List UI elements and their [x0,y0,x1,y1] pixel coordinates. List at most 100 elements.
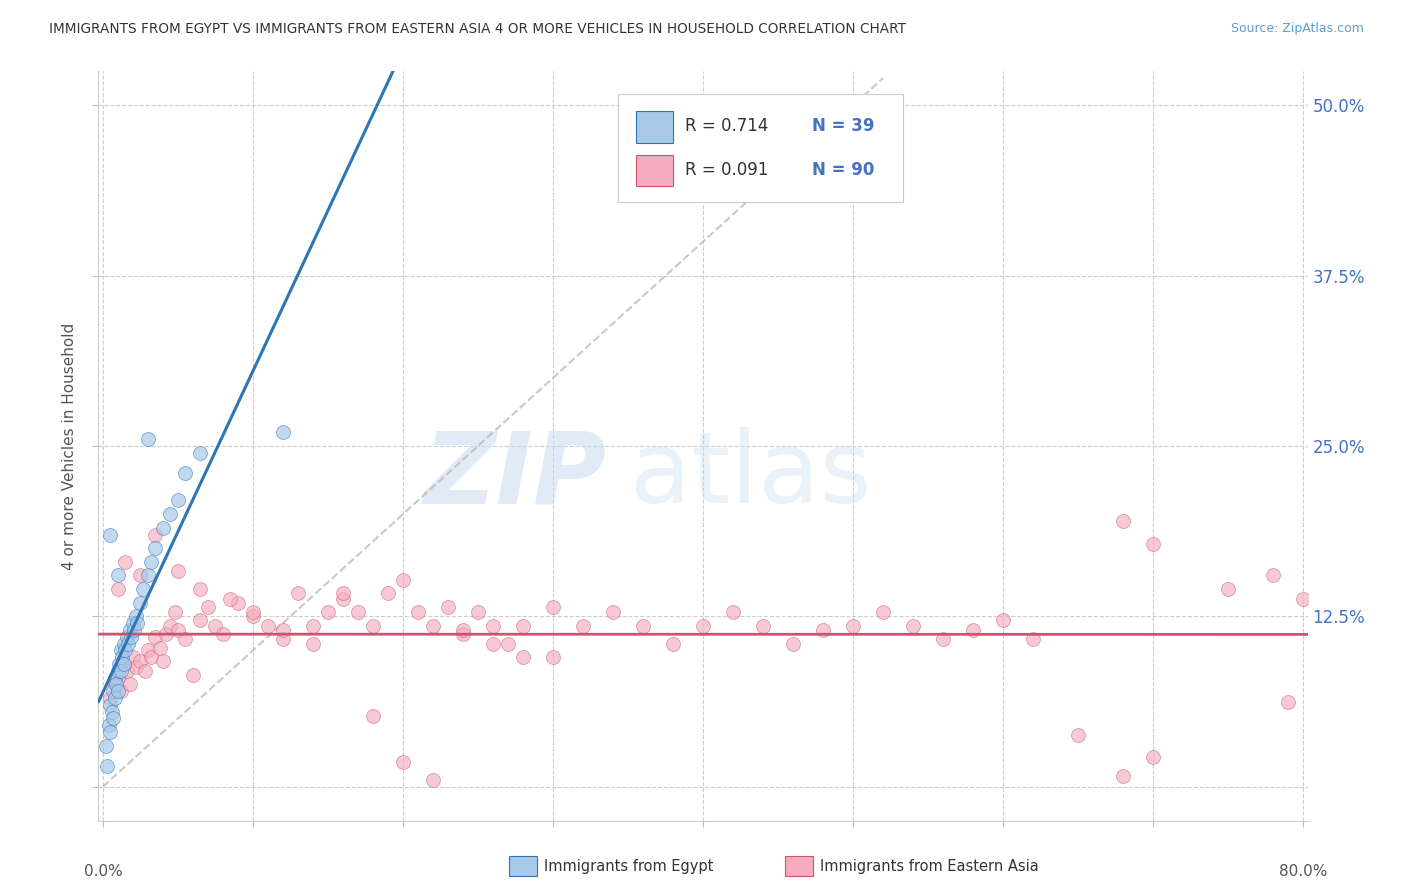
Text: N = 90: N = 90 [811,161,875,178]
Point [134,664,156,678]
Point [437,599,460,614]
Point [361,708,384,723]
Point [136,643,159,657]
Text: R = 0.091: R = 0.091 [685,161,768,178]
Point [155,627,177,641]
Point [1261,568,1284,582]
Point [145,541,167,556]
Point [132,582,155,596]
Point [1022,632,1045,647]
Point [662,636,685,650]
Point [752,619,775,633]
Point [541,650,564,665]
Point [110,664,132,678]
Point [392,755,415,769]
Point [392,573,415,587]
Point [117,636,139,650]
Point [100,698,122,712]
Point [101,705,124,719]
Point [139,650,162,665]
Point [122,616,145,631]
Point [110,643,132,657]
Point [159,619,181,633]
Point [219,591,242,606]
Point [1112,769,1135,783]
Point [512,650,534,665]
Point [496,636,519,650]
Point [149,640,172,655]
Text: Source: ZipAtlas.com: Source: ZipAtlas.com [1230,22,1364,36]
Point [107,664,129,678]
Point [1142,537,1164,551]
Point [631,619,654,633]
Point [122,650,145,665]
Point [100,527,122,541]
Point [271,425,294,440]
Point [159,507,181,521]
Point [120,630,142,644]
Point [136,432,159,446]
Point [125,659,148,673]
Text: N = 39: N = 39 [811,117,875,135]
Point [115,630,138,644]
Point [212,627,235,641]
Point [541,599,564,614]
Point [302,619,325,633]
Point [602,605,624,619]
Point [152,654,174,668]
Point [181,668,204,682]
FancyBboxPatch shape [619,94,903,202]
Point [257,619,280,633]
Point [512,619,534,633]
Point [1277,695,1299,709]
Point [139,555,162,569]
Point [1292,591,1315,606]
Point [100,691,122,706]
Point [125,609,148,624]
Point [842,619,865,633]
Point [129,596,152,610]
Point [962,623,984,637]
Point [406,605,429,619]
Y-axis label: 4 or more Vehicles in Household: 4 or more Vehicles in Household [62,322,77,570]
Point [114,643,136,657]
Point [692,619,714,633]
Point [242,609,264,624]
Point [167,623,190,637]
Point [287,586,309,600]
Point [107,582,129,596]
Point [332,586,354,600]
Point [482,619,505,633]
Point [104,671,127,685]
Point [110,684,132,698]
Point [467,605,489,619]
Text: Immigrants from Egypt: Immigrants from Egypt [544,859,713,873]
FancyBboxPatch shape [637,112,672,143]
Point [107,671,129,685]
Point [721,605,744,619]
Point [114,555,136,569]
Point [152,521,174,535]
Point [107,684,129,698]
Point [107,568,129,582]
Text: atlas: atlas [630,427,872,524]
Point [302,636,325,650]
Point [129,654,152,668]
Point [197,599,219,614]
Point [1142,749,1164,764]
Point [782,636,804,650]
Point [204,619,226,633]
Point [100,725,122,739]
Text: R = 0.714: R = 0.714 [685,117,768,135]
Point [108,657,131,671]
Point [111,650,134,665]
Text: Immigrants from Eastern Asia: Immigrants from Eastern Asia [820,859,1039,873]
Point [347,605,370,619]
Point [811,623,834,637]
Point [422,619,444,633]
Point [872,605,894,619]
Point [1067,728,1090,742]
Text: 0.0%: 0.0% [83,864,122,880]
Point [451,623,474,637]
Point [271,623,294,637]
